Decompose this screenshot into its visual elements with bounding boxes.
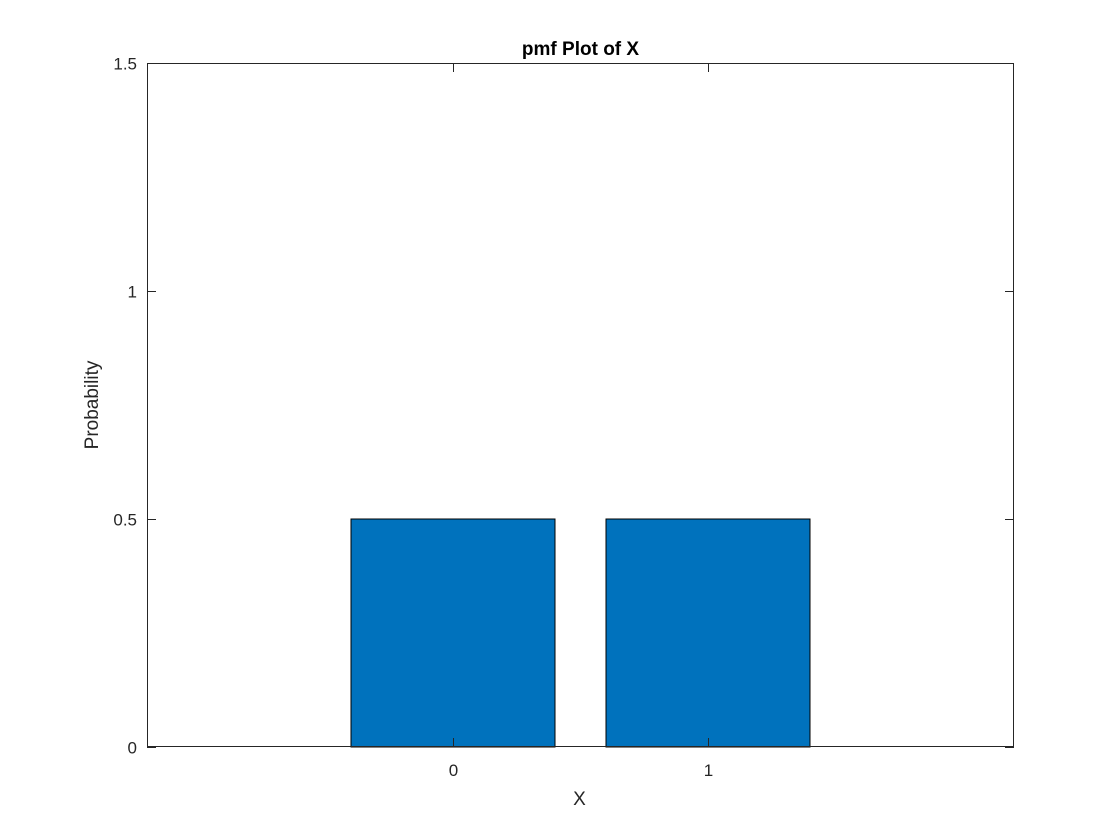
bars-layer bbox=[350, 518, 811, 748]
bar-1 bbox=[605, 518, 811, 748]
plot-area bbox=[147, 63, 1014, 747]
y-tick-label: 1.5 bbox=[113, 55, 137, 74]
x-tick-label: 0 bbox=[449, 761, 458, 780]
y-tick-label: 1 bbox=[128, 283, 137, 302]
y-tick-label: 0 bbox=[128, 739, 137, 758]
axes-box bbox=[147, 63, 1014, 747]
x-axis-label: X bbox=[573, 789, 586, 810]
y-tick-label: 0.5 bbox=[113, 511, 137, 530]
x-tick-label: 1 bbox=[704, 761, 713, 780]
bar-0 bbox=[350, 518, 556, 748]
tick-labels-layer: 0 0.5 1 1.5 0 1 bbox=[113, 55, 713, 781]
y-axis-label: Probability bbox=[82, 360, 103, 449]
chart-title: pmf Plot of X bbox=[522, 39, 639, 60]
